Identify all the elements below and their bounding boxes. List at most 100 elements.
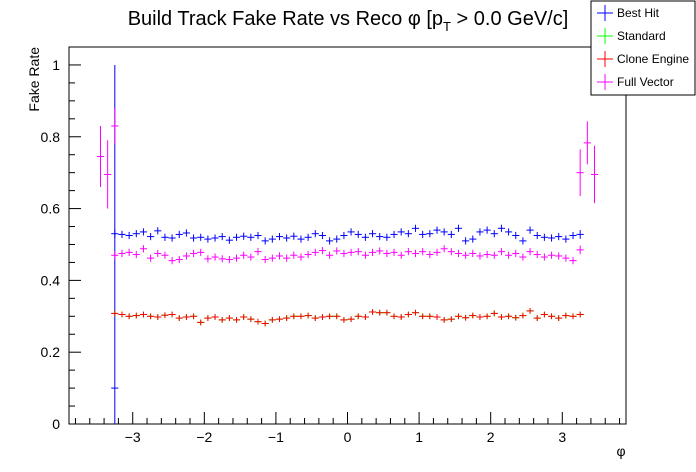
legend-entry: Standard bbox=[597, 28, 666, 44]
series-standard bbox=[111, 308, 584, 327]
data-point bbox=[419, 313, 427, 320]
title-subscript: T bbox=[443, 19, 451, 34]
data-point bbox=[433, 314, 441, 320]
data-point bbox=[304, 250, 312, 259]
data-point bbox=[562, 235, 570, 243]
y-tick-label: 1 bbox=[52, 57, 60, 73]
y-tick-label: 0.2 bbox=[41, 344, 61, 360]
data-point bbox=[218, 255, 226, 263]
data-point bbox=[354, 248, 362, 256]
data-point bbox=[254, 318, 262, 325]
x-tick-label: −2 bbox=[196, 429, 212, 445]
data-point bbox=[347, 248, 355, 256]
data-point bbox=[132, 250, 140, 259]
data-point bbox=[383, 309, 391, 316]
data-point bbox=[283, 234, 291, 242]
data-point bbox=[125, 231, 133, 240]
data-point bbox=[111, 108, 119, 144]
data-point bbox=[376, 232, 384, 241]
data-point bbox=[397, 251, 405, 259]
data-point bbox=[283, 315, 291, 321]
x-tick-label: −3 bbox=[125, 429, 141, 445]
title-rest: > 0.0 GeV/c] bbox=[451, 8, 568, 30]
data-point bbox=[318, 246, 327, 255]
data-point bbox=[555, 252, 563, 260]
data-point bbox=[340, 249, 348, 258]
data-point bbox=[397, 228, 405, 236]
data-point bbox=[132, 312, 140, 319]
data-point bbox=[505, 228, 513, 236]
data-point bbox=[175, 315, 183, 321]
data-point bbox=[590, 145, 599, 204]
data-point bbox=[247, 253, 255, 261]
series-best-hit bbox=[111, 64, 584, 424]
data-point bbox=[404, 311, 412, 318]
data-point bbox=[547, 313, 556, 320]
y-axis: 0 0.2 0.4 0.6 0.8 1 bbox=[41, 46, 81, 432]
data-point bbox=[189, 313, 198, 320]
data-point bbox=[569, 231, 577, 240]
data-point bbox=[483, 226, 491, 234]
data-point bbox=[283, 254, 291, 262]
data-point bbox=[447, 248, 455, 256]
data-point bbox=[275, 316, 284, 323]
data-point bbox=[462, 237, 470, 245]
data-point bbox=[225, 255, 233, 264]
legend-entry: Clone Engine bbox=[597, 51, 689, 67]
data-point bbox=[161, 312, 169, 319]
data-point bbox=[211, 234, 219, 242]
legend-entry: Full Vector bbox=[597, 74, 674, 90]
data-point bbox=[490, 251, 498, 259]
data-point bbox=[490, 310, 498, 317]
data-point bbox=[297, 313, 305, 320]
data-point bbox=[454, 224, 463, 232]
data-point bbox=[368, 230, 377, 238]
data-point bbox=[182, 252, 190, 260]
data-point bbox=[118, 230, 126, 239]
data-point bbox=[497, 248, 506, 256]
data-point bbox=[519, 237, 527, 245]
data-point bbox=[268, 317, 276, 323]
data-point bbox=[426, 250, 434, 259]
data-point bbox=[211, 253, 219, 261]
data-point bbox=[397, 314, 405, 320]
data-point bbox=[454, 249, 463, 258]
data-point bbox=[368, 309, 377, 315]
data-point bbox=[168, 234, 176, 242]
data-point bbox=[232, 254, 241, 262]
data-point bbox=[533, 250, 541, 259]
data-point bbox=[240, 232, 248, 240]
data-point bbox=[426, 230, 434, 238]
x-axis-label: φ bbox=[616, 443, 625, 459]
data-point bbox=[383, 249, 391, 258]
data-point bbox=[168, 311, 176, 318]
y-tick-label: 0.6 bbox=[41, 201, 61, 217]
data-point bbox=[361, 251, 369, 259]
data-point bbox=[526, 226, 534, 234]
data-point bbox=[333, 247, 341, 255]
data-point bbox=[197, 233, 205, 241]
data-point bbox=[161, 233, 169, 241]
data-point bbox=[147, 254, 155, 262]
data-point bbox=[390, 313, 398, 320]
data-point bbox=[419, 230, 427, 239]
data-point bbox=[96, 125, 105, 188]
data-point bbox=[526, 248, 534, 256]
data-point bbox=[182, 229, 190, 237]
data-point bbox=[547, 234, 556, 242]
data-point bbox=[197, 319, 205, 326]
data-point bbox=[297, 253, 305, 261]
data-point bbox=[297, 235, 305, 243]
data-point bbox=[175, 255, 183, 264]
data-point bbox=[204, 255, 212, 263]
data-point bbox=[182, 314, 190, 320]
data-point bbox=[240, 314, 248, 320]
data-point bbox=[354, 230, 362, 239]
x-tick-label: 0 bbox=[344, 429, 352, 445]
data-point bbox=[447, 230, 455, 239]
data-point bbox=[361, 314, 369, 320]
data-point bbox=[505, 251, 513, 259]
data-point bbox=[211, 314, 219, 320]
data-point bbox=[261, 237, 269, 245]
legend-box bbox=[590, 0, 696, 96]
